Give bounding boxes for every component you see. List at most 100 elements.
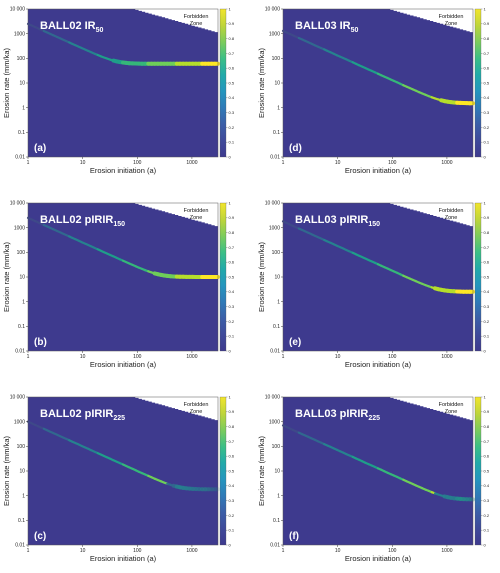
x-axis-label: Erosion initiation (a) (345, 166, 412, 175)
x-tick-label: 100 (133, 160, 142, 166)
colorbar-tick-label: 0.4 (229, 483, 235, 488)
colorbar-tick-label: 0.6 (484, 66, 490, 71)
colorbar-tick-label: 0.4 (484, 483, 490, 488)
y-tick-label: 10 000 (265, 7, 281, 13)
x-tick-label: 100 (388, 354, 397, 360)
colorbar-tick-label: 0.2 (484, 319, 490, 324)
forbidden-zone-label: Zone (190, 409, 203, 415)
colorbar-tick-label: 0.9 (484, 215, 490, 220)
forbidden-zone-label: Forbidden (439, 208, 464, 214)
x-tick-label: 1000 (186, 548, 197, 554)
plot-background (28, 9, 218, 157)
forbidden-zone (132, 203, 218, 266)
y-tick-label: 0.01 (15, 543, 25, 549)
colorbar-tick-label: 0.8 (229, 36, 235, 41)
y-tick-label: 1 (22, 105, 25, 111)
y-tick-label: 1 (277, 299, 280, 305)
colorbar-tick-label: 0.1 (484, 140, 490, 145)
colorbar (219, 396, 227, 546)
y-axis-label: Erosion rate (mm/ka) (257, 47, 266, 118)
colorbar-tick-label: 0.6 (229, 260, 235, 265)
forbidden-zone-label: Zone (445, 409, 458, 415)
x-tick-label: 1000 (441, 354, 452, 360)
x-tick-label: 1 (282, 548, 285, 554)
x-tick-label: 1 (282, 354, 285, 360)
x-tick-label: 10 (80, 548, 86, 554)
colorbar-tick-label: 0.3 (484, 304, 490, 309)
panel-letter: (b) (34, 337, 47, 348)
x-axis-label: Erosion initiation (a) (90, 360, 157, 369)
colorbar-tick-label: 0.9 (484, 409, 490, 414)
colorbar-tick-label: 0.2 (229, 125, 235, 130)
y-axis-label: Erosion rate (mm/ka) (2, 241, 11, 312)
x-tick-label: 100 (388, 160, 397, 166)
y-tick-label: 100 (272, 56, 281, 62)
x-tick-label: 1 (282, 160, 285, 166)
x-axis-label: Erosion initiation (a) (345, 360, 412, 369)
colorbar-tick-label: 0.5 (229, 274, 235, 279)
colorbar-tick-label: 0 (484, 348, 487, 353)
x-tick-label: 100 (388, 548, 397, 554)
y-tick-label: 0.1 (18, 518, 25, 524)
plot-background (283, 203, 473, 351)
colorbar-tick-label: 0.8 (229, 230, 235, 235)
y-axis-label: Erosion rate (mm/ka) (257, 435, 266, 506)
x-tick-label: 10 (335, 548, 341, 554)
colorbar-tick-label: 0.3 (229, 304, 235, 309)
x-tick-label: 10 (80, 354, 86, 360)
y-axis-label: Erosion rate (mm/ka) (2, 47, 11, 118)
colorbar-tick-label: 0.4 (484, 95, 490, 100)
y-tick-label: 100 (17, 250, 26, 256)
colorbar-tick-label: 0.1 (229, 334, 235, 339)
colorbar-tick-label: 0.8 (229, 424, 235, 429)
colorbar-tick-label: 1 (484, 6, 487, 11)
y-tick-label: 0.1 (18, 324, 25, 330)
colorbar-tick-label: 0.3 (229, 110, 235, 115)
y-tick-label: 10 000 (10, 201, 26, 207)
forbidden-zone (132, 9, 218, 72)
colorbar-tick-label: 0 (484, 154, 487, 159)
colorbar-tick-label: 0.5 (484, 80, 490, 85)
y-tick-label: 100 (272, 444, 281, 450)
y-tick-label: 1 (22, 299, 25, 305)
y-tick-label: 10 000 (265, 395, 281, 401)
colorbar-tick-label: 0.7 (229, 245, 235, 250)
colorbar-tick-label: 0.5 (484, 274, 490, 279)
colorbar-tick-label: 0 (229, 348, 232, 353)
y-tick-label: 0.01 (15, 155, 25, 161)
colorbar-tick-label: 1 (229, 200, 232, 205)
y-tick-label: 10 (274, 275, 280, 281)
forbidden-zone-label: Forbidden (439, 14, 464, 20)
x-axis-label: Erosion initiation (a) (345, 554, 412, 563)
colorbar-tick-label: 0.6 (484, 260, 490, 265)
y-tick-label: 1000 (14, 419, 25, 425)
panel-title: BALL03 pIRIR150 (295, 214, 380, 228)
panel-title: BALL03 IR50 (295, 20, 359, 34)
colorbar-tick-label: 0.2 (229, 319, 235, 324)
colorbar-tick-label: 0.1 (229, 140, 235, 145)
y-axis-label: Erosion rate (mm/ka) (257, 241, 266, 312)
x-tick-label: 10 (335, 354, 341, 360)
colorbar (219, 202, 227, 352)
forbidden-zone (387, 9, 473, 72)
panel-letter: (f) (289, 531, 299, 542)
y-tick-label: 100 (17, 444, 26, 450)
panel-letter: (a) (34, 143, 46, 154)
y-tick-label: 100 (272, 250, 281, 256)
y-tick-label: 0.1 (273, 518, 280, 524)
colorbar-tick-label: 0 (484, 542, 487, 547)
colorbar-tick-label: 0.2 (484, 125, 490, 130)
forbidden-zone (387, 203, 473, 266)
colorbar-tick-label: 0 (229, 542, 232, 547)
panel-title: BALL02 pIRIR225 (40, 408, 125, 422)
colorbar-tick-label: 0 (229, 154, 232, 159)
colorbar-tick-label: 1 (229, 6, 232, 11)
y-axis-label: Erosion rate (mm/ka) (2, 435, 11, 506)
colorbar (474, 396, 482, 546)
colorbar-tick-label: 0.5 (229, 80, 235, 85)
forbidden-zone-label: Forbidden (439, 402, 464, 408)
y-tick-label: 1000 (269, 31, 280, 37)
forbidden-zone-label: Zone (190, 215, 203, 221)
